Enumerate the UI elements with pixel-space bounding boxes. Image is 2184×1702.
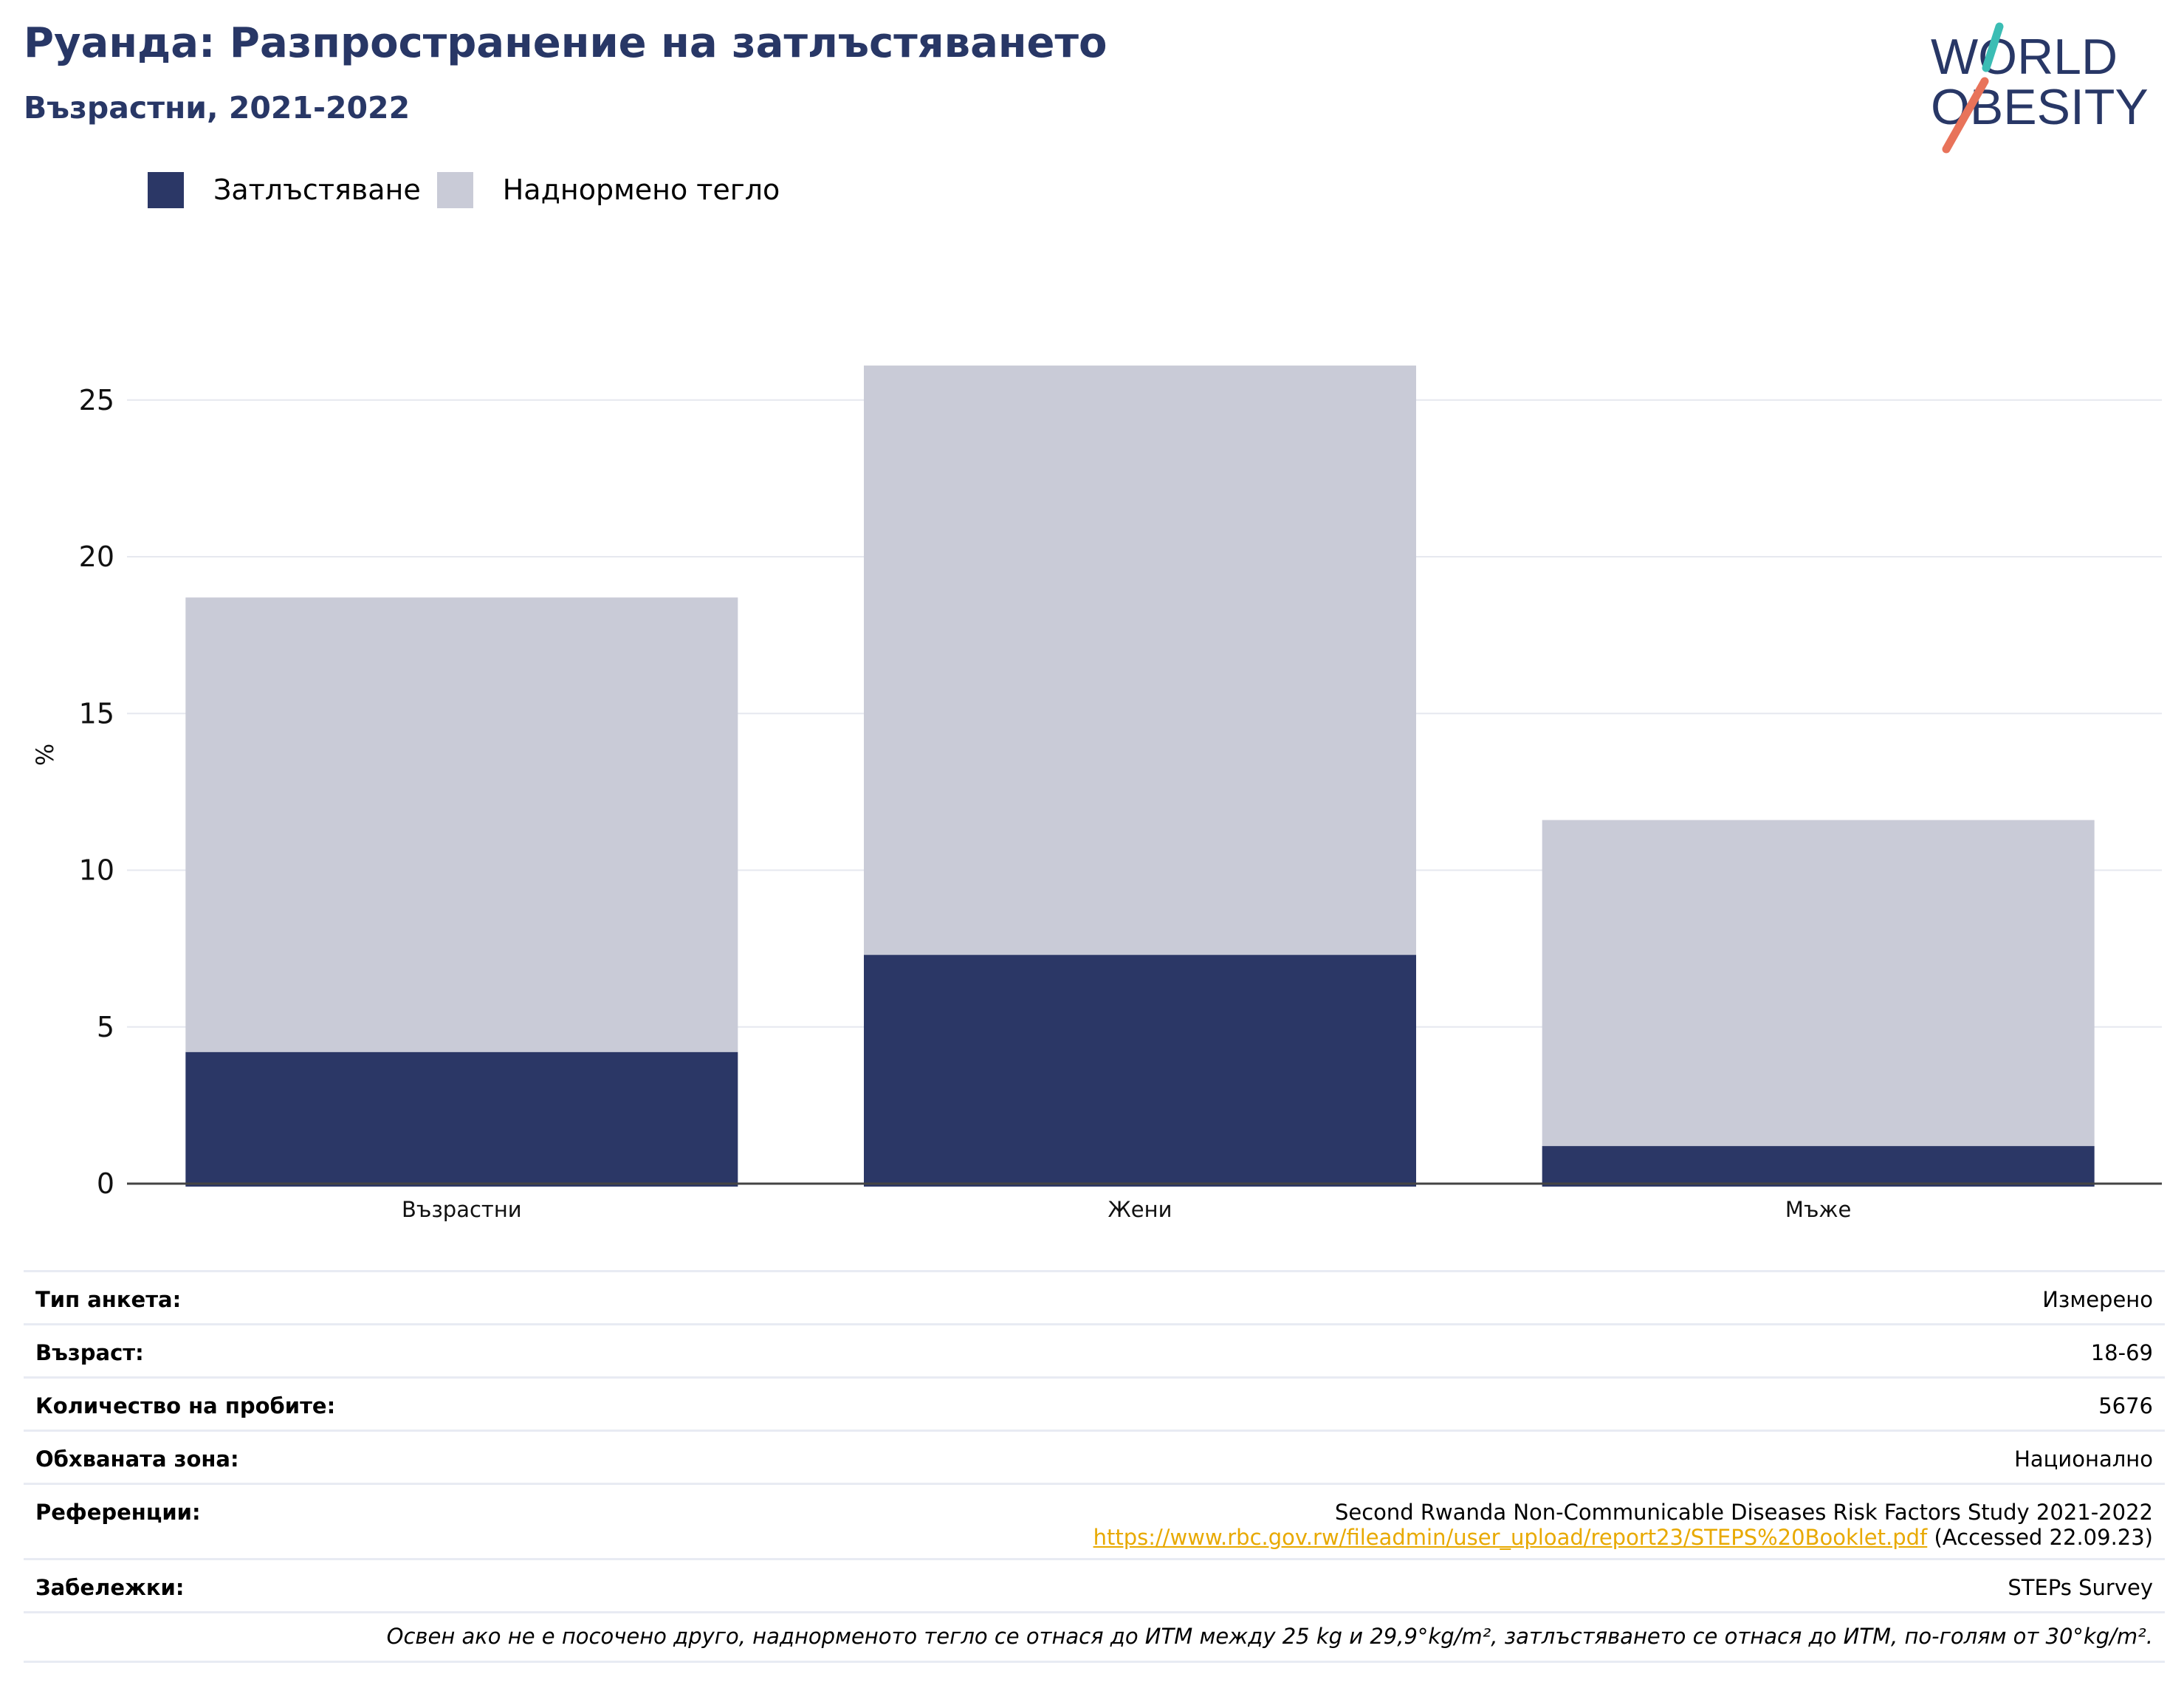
y-tick-label: 0 bbox=[97, 1167, 114, 1200]
x-tick-label: Мъже bbox=[1785, 1197, 1851, 1222]
bar-obesity-3 bbox=[1542, 1146, 2095, 1187]
bar-obesity-1 bbox=[185, 1051, 738, 1187]
info-row-references: Референции: Second Rwanda Non-Communicab… bbox=[24, 1483, 2165, 1558]
bar-overweight-1 bbox=[185, 597, 738, 1052]
logo-line1: WORLD bbox=[1931, 29, 2118, 85]
info-row-age: Възраст: 18-69 bbox=[24, 1323, 2165, 1376]
legend-swatch-overweight bbox=[436, 171, 473, 208]
legend-label-overweight: Наднормено тегло bbox=[502, 174, 780, 206]
info-label-references: Референции: bbox=[35, 1500, 201, 1525]
y-tick-label: 5 bbox=[97, 1011, 114, 1043]
info-label-age: Възраст: bbox=[35, 1340, 144, 1365]
info-row-area: Обхваната зона: Национално bbox=[24, 1430, 2165, 1483]
legend-label-obesity: Затлъстяване bbox=[213, 174, 421, 206]
logo-slash-coral bbox=[1942, 77, 1989, 154]
info-label-area: Обхваната зона: bbox=[35, 1447, 239, 1472]
y-tick-label: 10 bbox=[79, 854, 114, 887]
chart-legend: Затлъстяване Наднормено тегло bbox=[148, 171, 796, 208]
x-tick-label: Възрастни bbox=[402, 1197, 522, 1222]
legend-item-overweight[interactable]: Наднормено тегло bbox=[436, 171, 780, 208]
info-row-sample-size: Количество на пробите: 5676 bbox=[24, 1376, 2165, 1430]
info-value-area: Национално bbox=[2014, 1447, 2153, 1472]
legend-item-obesity[interactable]: Затлъстяване bbox=[148, 171, 421, 208]
y-tick-label: 20 bbox=[79, 541, 114, 573]
info-row-survey-type: Тип анкета: Измерено bbox=[24, 1270, 2165, 1323]
info-value-survey-type: Измерено bbox=[2042, 1287, 2153, 1312]
y-tick-label: 25 bbox=[79, 384, 114, 416]
x-tick-label: Жени bbox=[1108, 1197, 1172, 1222]
world-obesity-logo: WORLD OBESITY bbox=[1931, 22, 2149, 154]
bar-obesity-2 bbox=[864, 955, 1416, 1187]
info-row-notes: Забележки: STEPs Survey bbox=[24, 1558, 2165, 1611]
info-label-notes: Забележки: bbox=[35, 1575, 185, 1600]
chart-subtitle: Възрастни, 2021-2022 bbox=[24, 90, 411, 126]
reference-link[interactable]: https://www.rbc.gov.rw/fileadmin/user_up… bbox=[1093, 1525, 1928, 1550]
reference-link-line: https://www.rbc.gov.rw/fileadmin/user_up… bbox=[1093, 1525, 2153, 1550]
bar-overweight-3 bbox=[1542, 820, 2095, 1147]
y-tick-label: 15 bbox=[79, 697, 114, 730]
stacked-bar-chart: 0 5 10 15 20 25% Възрастни Жени Мъже bbox=[31, 366, 2162, 1222]
info-value-notes: STEPs Survey bbox=[2008, 1575, 2153, 1600]
survey-info-table: Тип анкета: Измерено Възраст: 18-69 Коли… bbox=[24, 1270, 2165, 1663]
reference-accessed: (Accessed 22.09.23) bbox=[1927, 1525, 2153, 1550]
chart-title: Руанда: Разпространение на затлъстяванет… bbox=[24, 19, 1108, 67]
reference-title: Second Rwanda Non-Communicable Diseases … bbox=[1334, 1500, 2153, 1525]
logo-slash-teal bbox=[1982, 22, 2004, 72]
legend-swatch-obesity bbox=[148, 171, 184, 208]
info-value-age: 18-69 bbox=[2090, 1340, 2153, 1365]
info-value-references: Second Rwanda Non-Communicable Diseases … bbox=[1093, 1500, 2153, 1550]
y-axis-label: % bbox=[31, 744, 59, 766]
info-label-survey-type: Тип анкета: bbox=[35, 1287, 182, 1312]
bar-overweight-2 bbox=[864, 366, 1416, 955]
info-label-sample-size: Количество на пробите: bbox=[35, 1393, 336, 1418]
footnote: Освен ако не е посочено друго, наднормен… bbox=[24, 1611, 2165, 1663]
info-value-sample-size: 5676 bbox=[2098, 1393, 2153, 1418]
